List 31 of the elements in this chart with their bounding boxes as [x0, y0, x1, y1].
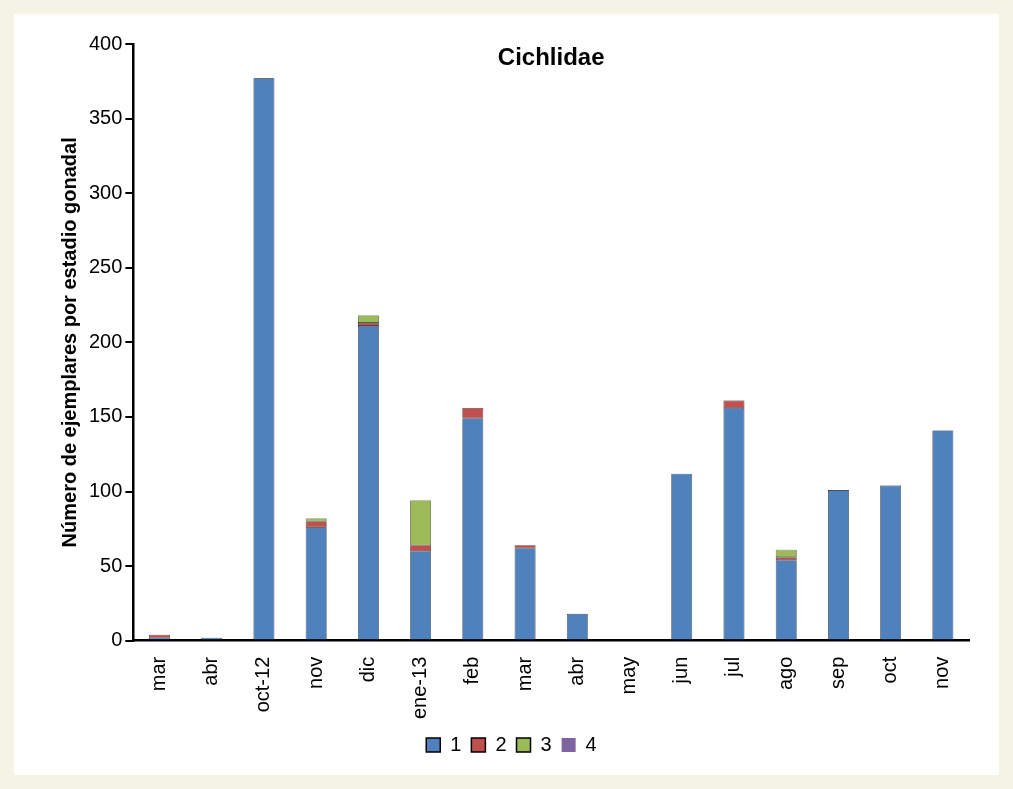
- x-tick-label: abr: [564, 656, 587, 686]
- x-tick-label: jul: [721, 656, 744, 678]
- y-tick-label: 400: [88, 31, 123, 54]
- x-tick-label: mar: [147, 656, 169, 692]
- chart-title: Cichlidae: [497, 42, 605, 70]
- y-tick-label: 300: [88, 180, 123, 203]
- x-tick-label: oct-12: [251, 656, 274, 713]
- x-tick-label: ene-13: [408, 656, 431, 720]
- y-tick-label: 250: [88, 255, 123, 278]
- y-tick-label: 50: [100, 553, 123, 576]
- y-axis-title: Número de ejemplares por estadio gonadal: [57, 137, 80, 548]
- x-tick-label: abr: [199, 656, 222, 686]
- y-tick-label: 0: [111, 628, 123, 651]
- x-tick-label: dic: [355, 656, 378, 683]
- legend-label: 4: [585, 732, 597, 755]
- legend-label: 1: [450, 732, 462, 755]
- x-tick-label: jun: [669, 656, 692, 685]
- x-tick-label: may: [617, 656, 640, 695]
- legend-label: 3: [540, 732, 552, 755]
- x-tick-label: feb: [460, 656, 483, 685]
- x-tick-label: nov: [930, 656, 953, 689]
- x-tick-label: sep: [825, 656, 848, 689]
- x-tick-label: ago: [773, 656, 796, 691]
- x-tick-label: oct: [878, 656, 901, 684]
- x-tick-label: mar: [512, 656, 535, 692]
- y-tick-label: 350: [88, 106, 123, 129]
- y-tick-label: 100: [88, 479, 123, 502]
- y-tick-label: 150: [88, 404, 123, 427]
- legend-label: 2: [495, 732, 507, 755]
- y-tick-label: 200: [88, 329, 123, 352]
- x-tick-label: nov: [303, 656, 326, 689]
